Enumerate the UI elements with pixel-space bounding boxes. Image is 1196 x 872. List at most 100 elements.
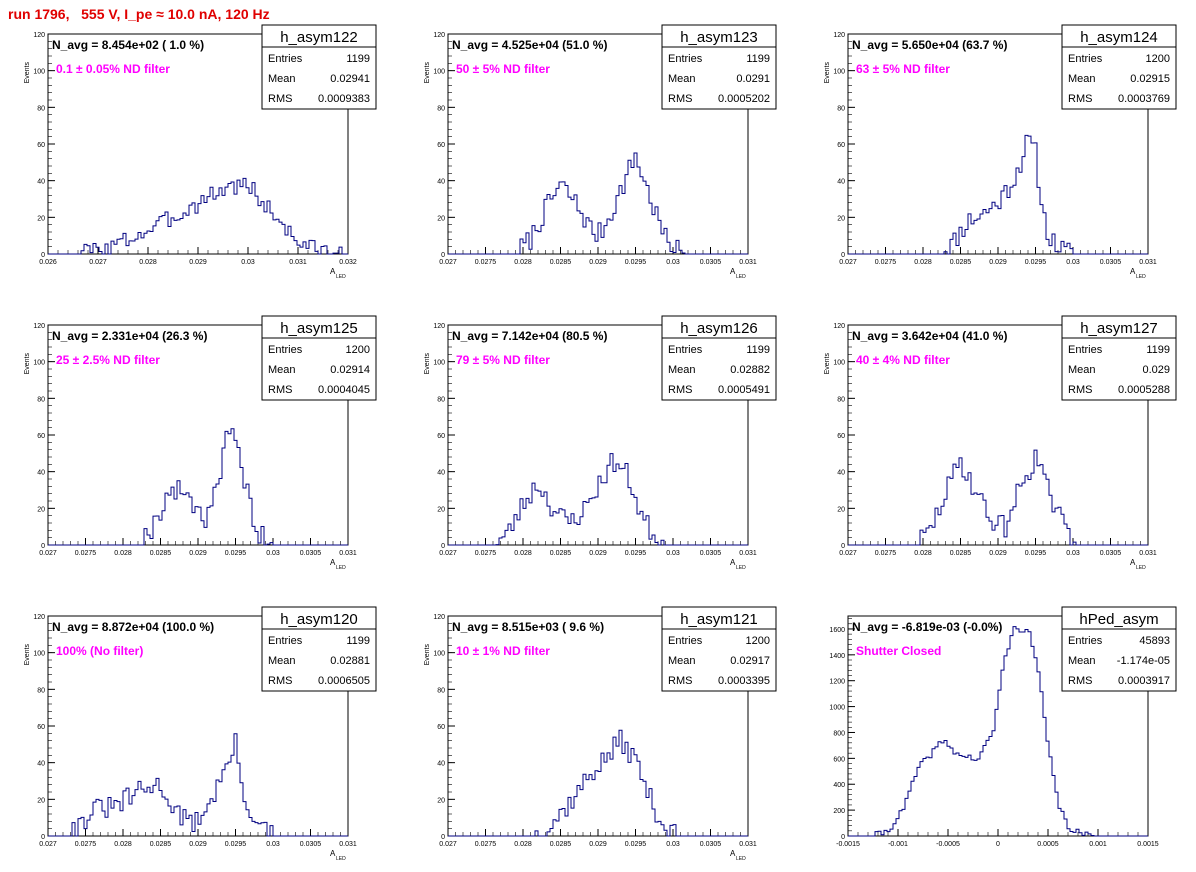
- y-axis-label: Events: [824, 353, 831, 375]
- x-tick-label: 0.0285: [550, 259, 572, 266]
- stat-value-mean: 0.02917: [730, 655, 770, 667]
- histogram-name: h_asym124: [1080, 29, 1158, 46]
- x-tick-label: 0.0275: [475, 841, 497, 848]
- stat-label-entries: Entries: [268, 344, 303, 356]
- y-tick-label: 100: [33, 360, 45, 367]
- y-tick-label: 400: [833, 782, 845, 789]
- stat-label-mean: Mean: [668, 364, 696, 376]
- y-tick-label: 100: [433, 651, 445, 658]
- filter-label: Shutter Closed: [856, 644, 941, 658]
- stats-box-frame: [1061, 606, 1177, 692]
- stats-box-frame: [661, 24, 777, 110]
- x-tick-label: 0.027: [439, 550, 457, 557]
- y-tick-label: 20: [37, 215, 45, 222]
- x-axis-label-subscript: LED: [736, 565, 746, 571]
- y-tick-label: 120: [833, 32, 845, 39]
- histogram-panel-h_asym123: 0 20 40 60 80 100 120 0.027 0.0275 0.028 0.0285 0.0…: [424, 24, 777, 280]
- histogram-panel-h_asym127: 0 20 40 60 80 100 120 0.027 0.0275 0.028 0.0285 0.0…: [824, 315, 1177, 571]
- y-tick-label: 80: [37, 687, 45, 694]
- n-avg-label: N_avg = 8.515e+03 ( 9.6 %): [452, 620, 604, 634]
- stats-box: hPed_asym Entries 45893 Mean -1.174e-05 RMS 0.…: [1061, 606, 1177, 692]
- histogram-panel-hPed_asym: 0 200 400 600 800 1000 1200 1400 1600 -0.0015 -0.0…: [829, 606, 1177, 848]
- y-tick-label: 600: [833, 756, 845, 763]
- x-axis-label: A: [1130, 267, 1136, 276]
- filter-label: 63 ± 5% ND filter: [856, 62, 950, 76]
- x-tick-label: 0.0285: [550, 841, 572, 848]
- x-tick-label: 0.027: [89, 259, 107, 266]
- y-axis-label: Events: [24, 644, 31, 666]
- y-tick-label: 1400: [829, 653, 845, 660]
- x-tick-label: 0.0295: [225, 550, 247, 557]
- histogram-panel-h_asym122: 0 20 40 60 80 100 120 0.026 0.027 0.028 0.029 0.03 0…: [24, 24, 377, 280]
- filter-label: 50 ± 5% ND filter: [456, 62, 550, 76]
- stat-label-rms: RMS: [268, 384, 292, 396]
- x-tick-label: 0.031: [289, 259, 307, 266]
- x-tick-label: 0.029: [189, 259, 207, 266]
- y-tick-label: 0: [841, 543, 845, 550]
- y-tick-label: 100: [33, 69, 45, 76]
- histogram-series: [448, 729, 748, 837]
- x-axis-label: A: [330, 267, 336, 276]
- stat-value-mean: 0.0291: [736, 73, 770, 85]
- y-tick-label: 40: [837, 179, 845, 186]
- stats-box: h_asym125 Entries 1200 Mean 0.02914 RMS 0.0004…: [261, 315, 377, 401]
- histogram-series: [848, 134, 1148, 255]
- y-tick-label: 0: [441, 834, 445, 841]
- x-tick-label: 0.03: [666, 841, 680, 848]
- y-tick-label: 60: [37, 724, 45, 731]
- stat-label-rms: RMS: [268, 93, 292, 105]
- x-tick-label: -0.0005: [936, 841, 960, 848]
- histogram-name: h_asym120: [280, 611, 358, 628]
- x-tick-label: 0.03: [266, 550, 280, 557]
- x-tick-label: 0.028: [514, 259, 532, 266]
- y-axis-label: Events: [24, 353, 31, 375]
- y-tick-label: 80: [837, 105, 845, 112]
- n-avg-label: N_avg = 8.872e+04 (100.0 %): [52, 620, 214, 634]
- stat-value-mean: 0.02941: [330, 73, 370, 85]
- stat-label-rms: RMS: [1068, 675, 1092, 687]
- y-tick-label: 0: [41, 834, 45, 841]
- y-tick-label: 60: [837, 142, 845, 149]
- x-tick-label: 0.031: [739, 550, 757, 557]
- stats-box-frame: [261, 315, 377, 401]
- x-tick-label: 0.0275: [75, 550, 97, 557]
- x-tick-label: -0.0015: [836, 841, 860, 848]
- x-tick-label: 0: [996, 841, 1000, 848]
- y-tick-label: 100: [33, 651, 45, 658]
- y-tick-label: 40: [837, 470, 845, 477]
- y-tick-label: 40: [37, 761, 45, 768]
- y-tick-label: 60: [837, 433, 845, 440]
- n-avg-label: N_avg = 7.142e+04 (80.5 %): [452, 329, 607, 343]
- x-tick-label: 0.028: [114, 550, 132, 557]
- x-tick-label: 0.027: [39, 841, 57, 848]
- stat-label-rms: RMS: [668, 93, 692, 105]
- stat-label-entries: Entries: [1068, 53, 1103, 65]
- x-axis-label: A: [1130, 558, 1136, 567]
- histogram-panel-h_asym121: 0 20 40 60 80 100 120 0.027 0.0275 0.028 0.0285 0.0…: [424, 606, 777, 862]
- stat-label-entries: Entries: [1068, 344, 1103, 356]
- x-tick-label: 0.029: [589, 259, 607, 266]
- stat-value-rms: 0.0009383: [318, 93, 370, 105]
- stat-label-entries: Entries: [1068, 635, 1103, 647]
- x-tick-label: 0.0305: [700, 841, 722, 848]
- stat-label-rms: RMS: [668, 675, 692, 687]
- x-axis-label: A: [730, 849, 736, 858]
- stat-value-rms: 0.0005491: [718, 384, 770, 396]
- filter-label: 0.1 ± 0.05% ND filter: [56, 62, 170, 76]
- filter-label: 79 ± 5% ND filter: [456, 353, 550, 367]
- run-title: run 1796, 555 V, I_pe ≈ 10.0 nA, 120 Hz: [8, 6, 270, 22]
- stat-value-rms: 0.0004045: [318, 384, 370, 396]
- stats-box: h_asym122 Entries 1199 Mean 0.02941 RMS 0.0009…: [261, 24, 377, 110]
- y-tick-label: 120: [833, 323, 845, 330]
- x-tick-label: 0.0295: [625, 259, 647, 266]
- stats-box: h_asym123 Entries 1199 Mean 0.0291 RMS 0.00052…: [661, 24, 777, 110]
- stat-value-rms: 0.0005288: [1118, 384, 1170, 396]
- y-tick-label: 0: [41, 252, 45, 259]
- stat-value-mean: 0.02915: [1130, 73, 1170, 85]
- x-tick-label: 0.0285: [150, 550, 172, 557]
- y-tick-label: 60: [37, 433, 45, 440]
- histogram-name: h_asym121: [680, 611, 758, 628]
- stat-value-entries: 1199: [346, 53, 370, 65]
- y-tick-label: 120: [33, 323, 45, 330]
- stat-label-entries: Entries: [268, 635, 303, 647]
